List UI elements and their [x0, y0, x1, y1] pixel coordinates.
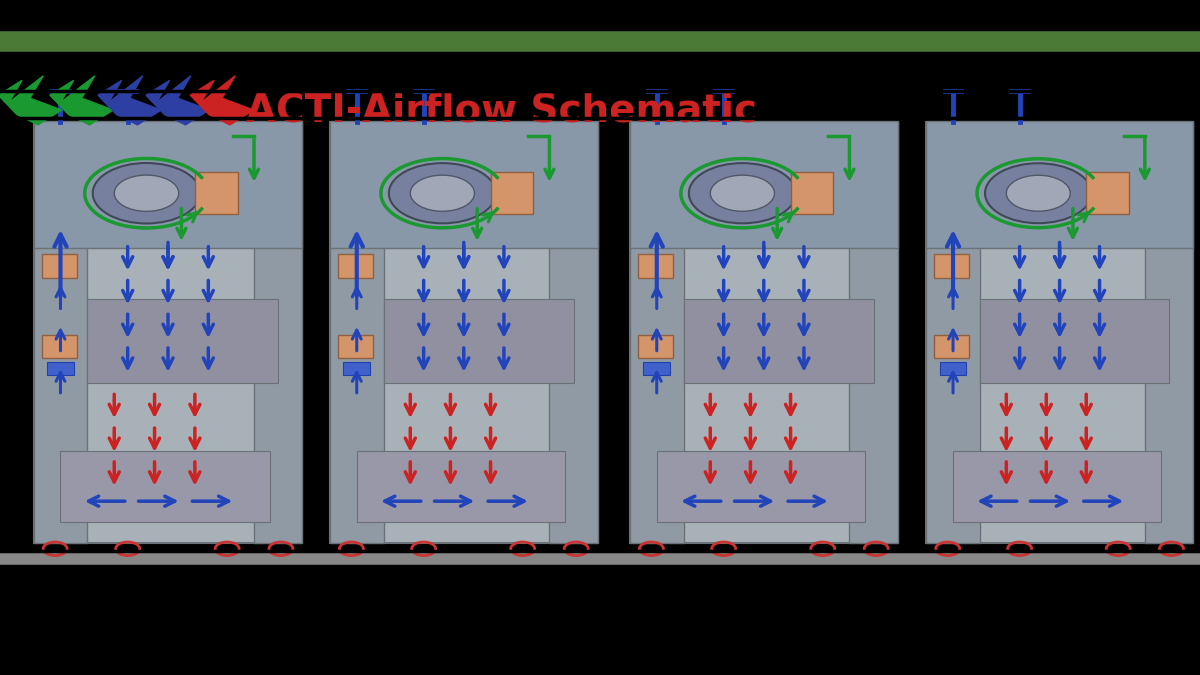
Bar [194, 172, 238, 215]
Bar [638, 254, 673, 277]
Bar [47, 362, 74, 375]
Bar [940, 362, 966, 375]
Circle shape [689, 163, 796, 223]
Circle shape [985, 163, 1092, 223]
Bar [550, 122, 598, 543]
Bar [356, 451, 565, 522]
Bar [0, 29, 1200, 53]
Bar [979, 298, 1169, 383]
Bar [60, 451, 270, 522]
Bar [850, 122, 898, 543]
Bar [491, 172, 533, 215]
Bar [338, 254, 373, 277]
Bar [330, 122, 598, 248]
Bar [926, 122, 1193, 543]
Bar [42, 254, 77, 277]
Bar [330, 122, 598, 543]
Bar [0, 91, 1200, 118]
Bar [935, 254, 970, 277]
Bar [338, 335, 373, 358]
Bar [684, 298, 874, 383]
Bar [34, 122, 302, 543]
Bar [630, 122, 898, 248]
Bar [42, 335, 77, 358]
Circle shape [1007, 176, 1070, 211]
Bar [926, 122, 1193, 248]
Bar [656, 451, 865, 522]
Bar [926, 122, 979, 543]
Bar [1145, 122, 1193, 543]
Bar [0, 551, 1200, 566]
Bar [384, 298, 574, 383]
Bar [254, 122, 302, 543]
Bar [630, 122, 898, 543]
Polygon shape [191, 76, 253, 125]
Circle shape [410, 175, 474, 211]
Bar [88, 298, 278, 383]
Circle shape [389, 163, 496, 223]
Bar [0, 53, 1200, 91]
Bar [1086, 172, 1129, 215]
Bar [34, 122, 88, 543]
Polygon shape [146, 76, 209, 125]
Bar [0, 551, 1200, 566]
Polygon shape [98, 76, 161, 125]
Circle shape [92, 163, 200, 223]
Bar [638, 335, 673, 358]
Bar [791, 172, 833, 215]
Bar [330, 122, 384, 543]
Bar [953, 451, 1160, 522]
Bar [343, 362, 370, 375]
Polygon shape [50, 76, 113, 125]
Circle shape [710, 175, 774, 211]
Bar [34, 122, 302, 248]
Circle shape [114, 175, 179, 211]
Polygon shape [0, 76, 61, 125]
Bar [630, 122, 684, 543]
Text: ACTI-Airflow Schematic: ACTI-Airflow Schematic [246, 92, 757, 130]
Bar [643, 362, 670, 375]
Bar [935, 335, 970, 358]
